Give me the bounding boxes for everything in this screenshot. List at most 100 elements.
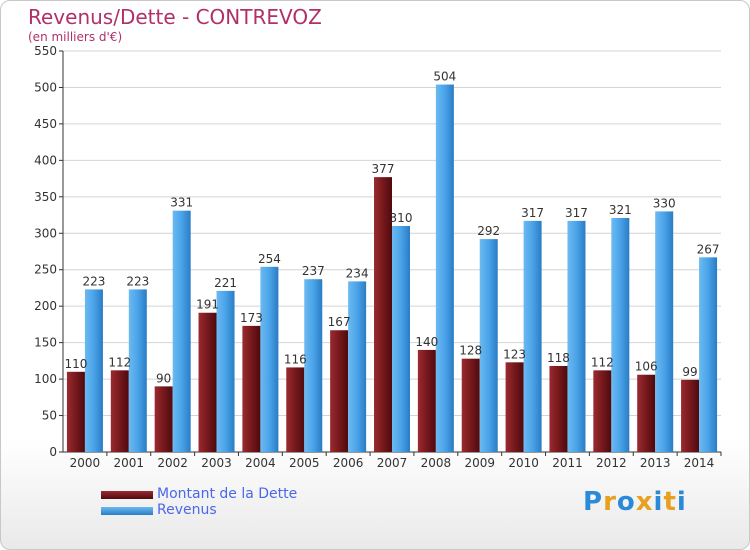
bar-revenus	[128, 289, 147, 452]
x-tick-label: 2005	[289, 456, 320, 470]
y-tick-label: 250	[34, 263, 57, 277]
logo-letter: o	[616, 487, 636, 517]
x-tick-label: 2007	[377, 456, 408, 470]
bar-revenus	[699, 257, 718, 452]
logo-letter: r	[603, 487, 617, 517]
bar-revenus	[523, 220, 542, 452]
data-label-revenus: 321	[609, 203, 632, 217]
y-tick-label: 0	[49, 445, 57, 459]
x-tick-label: 2000	[70, 456, 101, 470]
data-label-revenus: 223	[82, 274, 105, 288]
data-label-revenus: 317	[521, 206, 544, 220]
y-tick-label: 150	[34, 336, 57, 350]
bar-revenus	[479, 239, 498, 452]
x-tick-label: 2011	[552, 456, 583, 470]
x-tick-label: 2006	[333, 456, 364, 470]
bar-debt	[461, 358, 480, 452]
x-tick-label: 2003	[201, 456, 232, 470]
bar-revenus	[84, 289, 103, 452]
data-label-debt: 173	[240, 311, 263, 325]
x-tick-label: 2002	[157, 456, 188, 470]
y-tick-label: 450	[34, 117, 57, 131]
x-tick-label: 2014	[684, 456, 715, 470]
x-tick-label: 2013	[640, 456, 671, 470]
logo-letter: P	[583, 487, 604, 517]
y-tick-label: 500	[34, 80, 57, 94]
data-label-revenus: 292	[477, 224, 500, 238]
data-label-debt: 167	[328, 315, 351, 329]
logo-letter: i	[676, 487, 687, 517]
bar-revenus	[304, 279, 323, 452]
data-label-revenus: 317	[565, 206, 588, 220]
x-tick-label: 2012	[596, 456, 627, 470]
bar-debt	[593, 370, 612, 452]
x-tick-label: 2004	[245, 456, 276, 470]
bar-revenus	[216, 290, 235, 452]
bar-revenus	[172, 210, 191, 452]
bar-debt	[374, 177, 392, 452]
data-label-debt: 90	[156, 371, 171, 385]
proxiti-logo: Proxiti	[583, 487, 687, 517]
bar-debt	[198, 312, 217, 452]
y-tick-label: 300	[34, 226, 57, 240]
y-tick-label: 50	[42, 409, 57, 423]
data-label-revenus: 234	[346, 266, 369, 280]
data-label-debt: 99	[682, 365, 697, 379]
bar-debt	[505, 362, 524, 452]
chart-subtitle: (en milliers d'€)	[28, 30, 123, 44]
logo-letter: t	[663, 487, 677, 517]
data-label-debt: 140	[415, 335, 438, 349]
data-label-revenus: 331	[170, 196, 193, 210]
bar-revenus	[655, 211, 674, 452]
bar-debt	[154, 386, 173, 452]
data-label-debt: 116	[284, 352, 307, 366]
data-label-revenus: 237	[302, 264, 325, 278]
bar-revenus	[611, 217, 630, 452]
data-label-revenus: 267	[697, 242, 720, 256]
data-label-debt: 118	[547, 351, 570, 365]
bar-debt	[110, 370, 129, 452]
logo-letter: i	[653, 487, 664, 517]
bar-debt	[242, 325, 261, 452]
bars	[66, 84, 718, 453]
legend-label-debt: Montant de la Dette	[157, 486, 298, 502]
x-tick-label: 2001	[114, 456, 145, 470]
tick-labels: 0 50 100 150 200 250 300 350 400 450 500 550 2000 110…	[34, 44, 719, 470]
y-tick-label: 100	[34, 372, 57, 386]
data-label-debt: 128	[459, 344, 482, 358]
data-label-debt: 112	[591, 355, 614, 369]
bar-debt	[637, 374, 656, 452]
chart-title: Revenus/Dette - CONTREVOZ	[28, 5, 322, 29]
legend-label-revenus: Revenus	[157, 502, 217, 518]
bar-revenus	[260, 266, 279, 452]
bar-revenus	[435, 84, 454, 453]
y-tick-label: 200	[34, 299, 57, 313]
data-label-revenus: 330	[653, 196, 676, 210]
bar-debt	[286, 367, 305, 452]
y-tick-label: 400	[34, 153, 57, 167]
data-label-debt: 123	[503, 347, 526, 361]
legend-swatch-revenus	[101, 507, 153, 515]
data-label-revenus: 223	[126, 274, 149, 288]
legend-swatch-debt	[101, 491, 153, 499]
data-label-revenus: 254	[258, 252, 281, 266]
data-label-revenus: 221	[214, 276, 237, 290]
bar-revenus	[392, 225, 410, 452]
data-label-revenus: 310	[390, 211, 413, 225]
bar-revenus	[567, 220, 586, 452]
bar-debt	[549, 365, 568, 452]
data-label-revenus: 504	[433, 70, 456, 84]
x-tick-label: 2008	[421, 456, 452, 470]
x-tick-label: 2009	[464, 456, 495, 470]
data-label-debt: 106	[635, 360, 658, 374]
data-label-debt: 110	[64, 357, 87, 371]
x-tick-label: 2010	[508, 456, 539, 470]
bar-debt	[66, 371, 85, 452]
bar-debt	[330, 330, 349, 452]
bar-debt	[417, 349, 436, 452]
y-tick-label: 350	[34, 190, 57, 204]
y-tick-label: 550	[34, 44, 57, 58]
data-label-debt: 377	[372, 162, 395, 176]
